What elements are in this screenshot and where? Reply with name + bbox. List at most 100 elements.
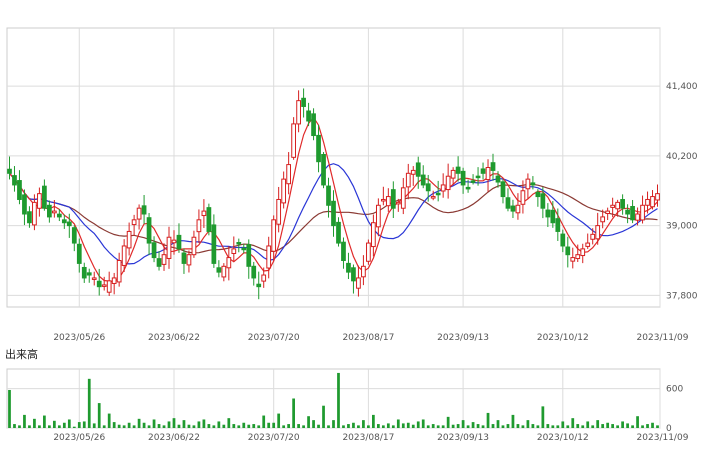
volume-bar (606, 422, 610, 428)
volume-bar (102, 425, 106, 428)
volume-bar (581, 425, 585, 428)
volume-bar (182, 420, 186, 428)
volume-date-tick-label: 2023/08/17 (342, 433, 394, 443)
candle-body (356, 277, 361, 289)
volume-bar (197, 421, 201, 428)
volume-bar (441, 425, 445, 428)
volume-bar (57, 425, 61, 428)
candle-body (550, 209, 556, 224)
volume-bar (212, 425, 216, 428)
volume-panel-frame (6, 368, 661, 429)
volume-panel-label: 出来高 (5, 347, 38, 361)
candle-body (281, 178, 287, 204)
volume-bar (536, 425, 540, 428)
volume-bar (526, 420, 530, 428)
volume-bar (621, 421, 624, 428)
volume-bar (556, 425, 560, 428)
candle-body (271, 219, 277, 252)
date-tick-label: 2023/10/12 (537, 333, 589, 343)
candle-body (570, 257, 576, 262)
volume-bar (391, 425, 395, 428)
price-tick-label: 37,800 (666, 291, 698, 301)
candle-body (326, 185, 331, 206)
volume-bar (237, 425, 241, 428)
volume-bar (8, 389, 11, 428)
candle-body (12, 175, 17, 186)
candle-body (51, 210, 57, 214)
volume-bar (576, 424, 580, 428)
candle-body (560, 233, 566, 247)
volume-bar (476, 424, 480, 428)
volume-bar (631, 425, 634, 428)
volume-bar (551, 425, 555, 428)
candle-body (261, 274, 267, 282)
volume-bar (52, 420, 56, 428)
volume-bar (372, 414, 375, 428)
volume-bar (132, 425, 136, 428)
volume-bar (406, 422, 410, 428)
price-tick-label: 41,400 (666, 82, 698, 92)
candle-body (22, 194, 27, 215)
volume-axis-labels: 0 600 2023/05/26 2023/06/22 2023/07/20 2023/0… (53, 385, 688, 443)
candle-body (510, 205, 516, 212)
volume-bar (531, 424, 535, 428)
candle-body (141, 205, 147, 215)
candle-body (605, 210, 611, 215)
volume-bar (137, 418, 141, 428)
volume-bar (272, 422, 276, 428)
candle-body (61, 219, 67, 224)
candle-body (166, 236, 172, 259)
candle-body (390, 189, 396, 209)
candle-body (600, 216, 606, 223)
volume-bar (386, 423, 390, 428)
price-panel-frame (6, 27, 661, 308)
candle-body (86, 272, 92, 276)
volume-bar (152, 419, 156, 428)
volume-bar (287, 424, 291, 428)
volume-bar (23, 414, 26, 428)
candle-body (276, 198, 282, 225)
volume-bar (18, 425, 21, 428)
candle-body (71, 227, 77, 244)
volume-bar (28, 425, 31, 428)
candle-body (470, 180, 476, 183)
candle-body (650, 196, 655, 208)
volume-bar (87, 378, 91, 428)
candle-body (590, 233, 596, 240)
volume-bar (352, 422, 355, 428)
candle-body (286, 164, 292, 185)
volume-bar (571, 418, 575, 428)
volume-bar (92, 423, 96, 428)
candle-body (216, 267, 222, 273)
candle-body (111, 277, 117, 284)
volume-bar (222, 424, 226, 428)
volume-bar (436, 425, 440, 428)
date-tick-label: 2023/05/26 (53, 333, 105, 343)
candle-body (505, 197, 511, 209)
volume-bar (267, 422, 271, 428)
candle-body (635, 213, 640, 221)
volume-bar (466, 425, 470, 428)
candle-body (575, 254, 581, 260)
candle-body (385, 196, 391, 207)
candle-body (121, 245, 127, 266)
volume-bar (207, 424, 211, 428)
volume-bar (172, 418, 176, 428)
candle-body (221, 265, 227, 278)
date-tick-label: 2023/07/20 (248, 333, 300, 343)
volume-tick-label: 0 (666, 424, 672, 434)
candle-body (96, 280, 102, 288)
candle-body (151, 242, 157, 259)
candle-body (395, 201, 401, 205)
candle-body (7, 168, 12, 174)
volume-bar (257, 425, 261, 428)
price-tick-label: 39,000 (666, 222, 698, 232)
volume-bars (8, 372, 659, 428)
volume-bar (357, 425, 360, 428)
candle-body (480, 168, 486, 174)
volume-bar (13, 424, 16, 428)
candle-body (101, 284, 107, 287)
volume-bar (416, 421, 420, 428)
date-tick-label: 2023/06/22 (148, 333, 200, 343)
volume-bar (461, 420, 465, 428)
